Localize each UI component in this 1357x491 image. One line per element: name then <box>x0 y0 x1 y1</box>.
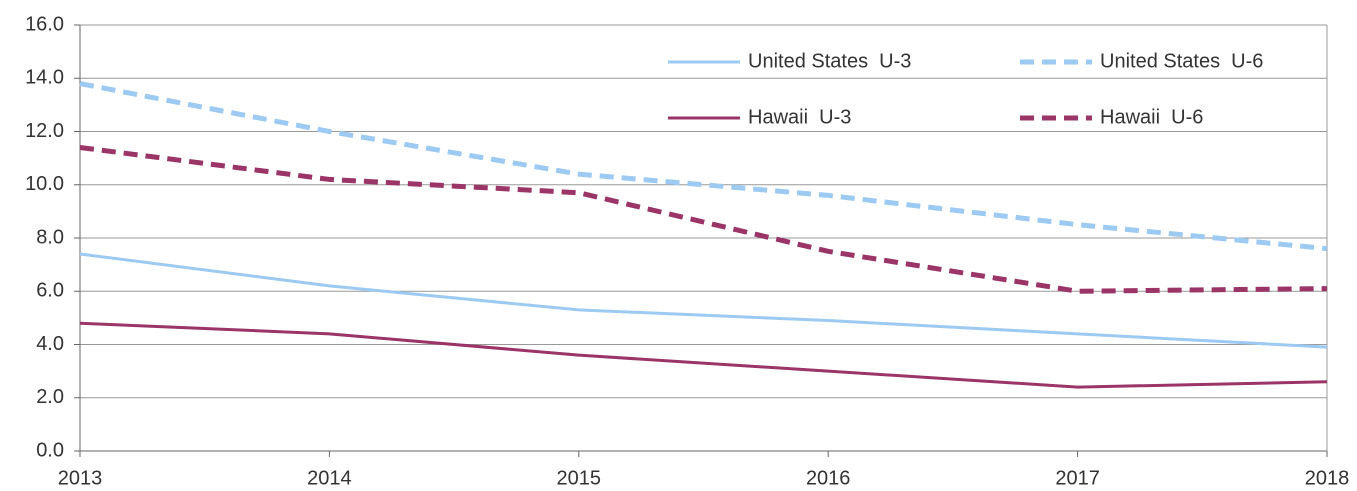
y-tick-label: 12.0 <box>25 120 64 142</box>
y-tick-label: 6.0 <box>36 280 64 302</box>
y-tick-label: 2.0 <box>36 386 64 408</box>
y-tick-label: 8.0 <box>36 226 64 248</box>
x-tick-label: 2018 <box>1305 467 1350 489</box>
series-line <box>79 144 1328 294</box>
legend-label: Hawaii U-6 <box>1100 106 1203 128</box>
x-tick-label: 2015 <box>557 467 602 489</box>
y-tick-label: 0.0 <box>36 439 64 461</box>
legend-label: Hawaii U-3 <box>748 106 851 128</box>
y-tick-label: 4.0 <box>36 333 64 355</box>
legend-label: United States U-6 <box>1100 50 1263 72</box>
series-line <box>79 321 1328 389</box>
y-tick-label: 16.0 <box>25 13 64 35</box>
x-tick-label: 2014 <box>307 467 352 489</box>
x-tick-label: 2013 <box>58 467 103 489</box>
y-tick-label: 14.0 <box>25 67 64 89</box>
series-line <box>79 252 1328 349</box>
x-tick-label: 2016 <box>806 467 851 489</box>
x-tick-label: 2017 <box>1055 467 1100 489</box>
y-tick-label: 10.0 <box>25 173 64 195</box>
series-line <box>79 81 1328 252</box>
legend-label: United States U-3 <box>748 50 911 72</box>
